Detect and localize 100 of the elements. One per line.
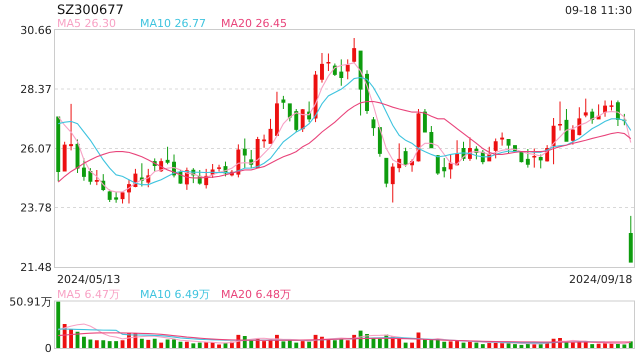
- candlestick: [82, 158, 86, 182]
- y-tick-label: 50.91万: [9, 295, 52, 308]
- candlestick: [584, 98, 588, 118]
- candlestick: [538, 154, 543, 169]
- bar: [455, 340, 460, 348]
- candlestick: [256, 136, 260, 169]
- bar: [429, 340, 434, 348]
- bar: [94, 340, 99, 348]
- bar: [191, 343, 196, 348]
- y-tick-label: 21.48: [20, 260, 52, 274]
- bar: [422, 340, 427, 348]
- bar: [166, 340, 170, 348]
- candlestick: [262, 134, 266, 148]
- candlestick: [204, 168, 208, 190]
- candlestick: [603, 100, 608, 118]
- candlestick: [532, 148, 536, 168]
- bar: [159, 342, 164, 348]
- text: 2024/09/18: [569, 273, 632, 286]
- candlestick: [610, 100, 614, 112]
- candlestick: [410, 158, 414, 172]
- candlestick: [288, 103, 292, 122]
- bar: [416, 332, 420, 348]
- candlestick: [378, 127, 382, 158]
- candlestick: [274, 91, 279, 136]
- bar: [120, 340, 124, 348]
- bar: [410, 342, 414, 348]
- candlestick: [455, 140, 460, 166]
- bar: [474, 342, 478, 348]
- bar: [76, 332, 80, 348]
- y-tick-label: 26.07: [20, 142, 52, 156]
- bar: [300, 341, 305, 348]
- candlestick: [590, 108, 594, 124]
- bar: [339, 340, 344, 348]
- text: MA20 26.45: [221, 17, 287, 30]
- candlestick: [69, 103, 74, 151]
- text: MA5 6.47万: [57, 288, 120, 301]
- candlestick: [371, 116, 376, 136]
- candlestick: [300, 108, 305, 132]
- candlestick: [320, 52, 324, 84]
- candlestick: [127, 179, 131, 204]
- bar: [178, 342, 182, 348]
- candlestick: [242, 138, 247, 169]
- text: 2024/05/13: [57, 273, 120, 286]
- line-series: [58, 100, 632, 183]
- line-series: [58, 76, 632, 186]
- y-tick-label: 23.78: [20, 201, 52, 214]
- candlestick: [108, 189, 112, 202]
- candlestick: [326, 53, 330, 72]
- candlestick: [628, 215, 633, 263]
- text: MA20 6.48万: [221, 288, 292, 301]
- candlestick: [346, 58, 350, 80]
- candlestick: [564, 108, 568, 142]
- bar: [152, 338, 157, 348]
- bar: [262, 341, 266, 348]
- bar: [108, 341, 112, 348]
- bar: [88, 340, 92, 348]
- candlestick: [281, 95, 286, 110]
- bar: [462, 342, 466, 348]
- bar: [217, 344, 221, 348]
- candlestick: [448, 154, 453, 180]
- bar: [404, 342, 408, 348]
- candlestick: [384, 158, 388, 188]
- bar: [596, 344, 601, 348]
- candlestick: [94, 169, 99, 186]
- bar: [610, 343, 614, 348]
- chart-title: SZ300677: [57, 3, 124, 18]
- bar: [146, 340, 150, 348]
- bar: [513, 344, 517, 348]
- y-tick-label: 0: [44, 342, 52, 355]
- candlestick: [62, 141, 67, 172]
- bar: [114, 341, 118, 348]
- candlestick: [519, 152, 524, 163]
- bar: [622, 344, 626, 348]
- bar: [519, 344, 524, 348]
- text: MA5 26.30: [57, 17, 116, 30]
- candlestick: [268, 118, 272, 144]
- candlestick: [416, 108, 420, 162]
- candlestick: [397, 142, 402, 173]
- text: 09-18 11:30: [565, 4, 632, 17]
- candlestick: [526, 148, 530, 168]
- line-series: [58, 332, 632, 343]
- bar: [69, 329, 74, 348]
- y-tick-label: 30.66: [20, 24, 52, 37]
- candlestick: [570, 124, 575, 146]
- bar: [198, 342, 202, 348]
- candlestick: [166, 146, 170, 165]
- candlestick: [596, 104, 601, 120]
- candlestick: [358, 50, 363, 116]
- bar: [480, 344, 485, 348]
- candlestick: [494, 138, 498, 159]
- candlestick: [429, 126, 434, 148]
- bar: [281, 341, 286, 348]
- candlestick: [552, 118, 556, 165]
- bar: [532, 344, 536, 348]
- bar: [332, 340, 337, 348]
- candlestick: [577, 106, 582, 136]
- candlestick: [114, 191, 118, 204]
- bar: [603, 342, 607, 348]
- candlestick: [506, 138, 511, 154]
- line-series: [58, 62, 632, 192]
